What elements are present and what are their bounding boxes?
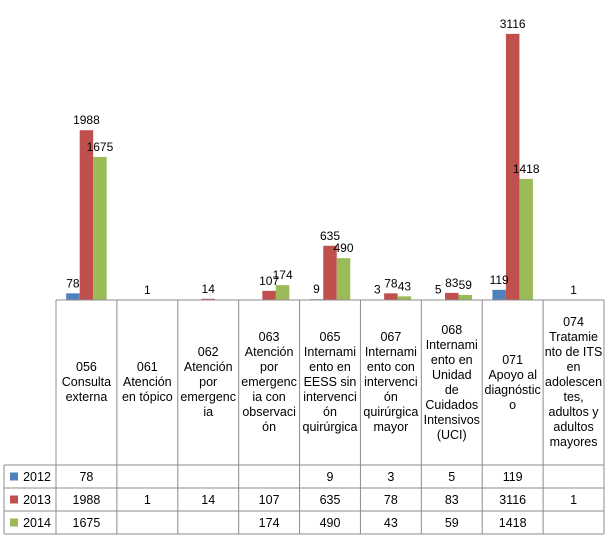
data-label-2014-4: 174 <box>273 268 293 282</box>
bar-2014-7 <box>458 294 473 300</box>
table-cell-2013-7: 83 <box>445 493 459 507</box>
table-cell-2014-8: 1418 <box>499 516 527 530</box>
data-label-2013-8: 3116 <box>500 17 526 31</box>
table-cell-2014-4: 174 <box>259 516 280 530</box>
table-cell-2014-1: 1675 <box>73 516 101 530</box>
data-label-2013-9: 1 <box>570 283 577 297</box>
bar-2013-4 <box>262 290 276 300</box>
table-cell-2013-1: 1988 <box>73 493 101 507</box>
data-label-2012-6: 3 <box>374 283 381 297</box>
data-label-2013-3: 14 <box>202 282 216 296</box>
data-label-2014-8: 1418 <box>513 162 540 176</box>
data-label-2012-8: 119 <box>490 273 509 287</box>
data-label-2014-6: 43 <box>398 279 412 293</box>
data-labels-layer: 78 9 3 5 119 1988 1 14 107 635 78 83 3116 1 1675 174 490… <box>66 17 577 297</box>
legend-label-2014: 2014 <box>23 516 51 530</box>
legend-key-2014 <box>10 518 18 527</box>
bar-2014-1 <box>93 156 107 300</box>
bar-2012-1 <box>66 293 80 300</box>
table-cell-2012-8: 119 <box>503 470 523 484</box>
table-cell-2012-6: 3 <box>387 470 394 484</box>
bar-2014-6 <box>397 296 412 300</box>
table-grid <box>3 299 605 535</box>
table-cell-2012-1: 78 <box>79 470 93 484</box>
table-cell-2012-7: 5 <box>448 470 455 484</box>
data-label-2013-7: 83 <box>445 276 459 290</box>
legend-key-2012 <box>10 472 18 481</box>
table-cell-2012-5: 9 <box>327 470 334 484</box>
bar-2013-8 <box>505 33 520 301</box>
bar-2013-7 <box>445 292 459 300</box>
bar-2013-5 <box>323 245 337 300</box>
data-label-2013-5: 635 <box>320 229 340 243</box>
legend-label-2013: 2013 <box>23 493 51 507</box>
bar-2013-1 <box>79 130 94 300</box>
bar-2014-4 <box>275 285 290 300</box>
table-cell-2013-2: 1 <box>144 493 151 507</box>
data-label-2014-7: 59 <box>459 278 473 292</box>
table-cell-2013-3: 14 <box>201 493 215 507</box>
data-label-2014-5: 490 <box>333 241 353 255</box>
table-cell-2013-8: 3116 <box>499 493 526 507</box>
legend-key-2013 <box>10 495 18 504</box>
table-cell-2013-6: 78 <box>384 493 398 507</box>
bar-2013-3 <box>201 298 215 300</box>
data-label-2013-2: 1 <box>144 283 151 297</box>
data-label-2013-4: 107 <box>259 274 279 288</box>
table-cell-2014-5: 490 <box>320 516 341 530</box>
data-table: 2012 78 9 3 5 119 2013 1988 1 14 107 635 78 83 3116 1 20… <box>10 470 577 530</box>
bar-2014-8 <box>519 178 533 300</box>
data-label-2013-1: 1988 <box>73 113 100 127</box>
table-cell-2014-7: 59 <box>445 516 459 530</box>
table-cell-2013-4: 107 <box>259 493 280 507</box>
data-label-2012-7: 5 <box>435 283 442 297</box>
legend-label-2012: 2012 <box>23 470 51 484</box>
data-label-2012-1: 78 <box>66 276 80 290</box>
table-cell-2013-9: 1 <box>570 493 577 507</box>
bars-layer <box>66 33 581 301</box>
bar-2014-5 <box>336 258 351 300</box>
table-cell-2013-5: 635 <box>320 493 341 507</box>
data-label-2012-5: 9 <box>313 282 320 296</box>
data-label-2013-6: 78 <box>384 276 398 290</box>
bar-2012-8 <box>492 289 506 300</box>
table-cell-2014-6: 43 <box>384 516 398 530</box>
bar-2013-6 <box>384 293 398 300</box>
data-label-2014-1: 1675 <box>87 140 114 154</box>
